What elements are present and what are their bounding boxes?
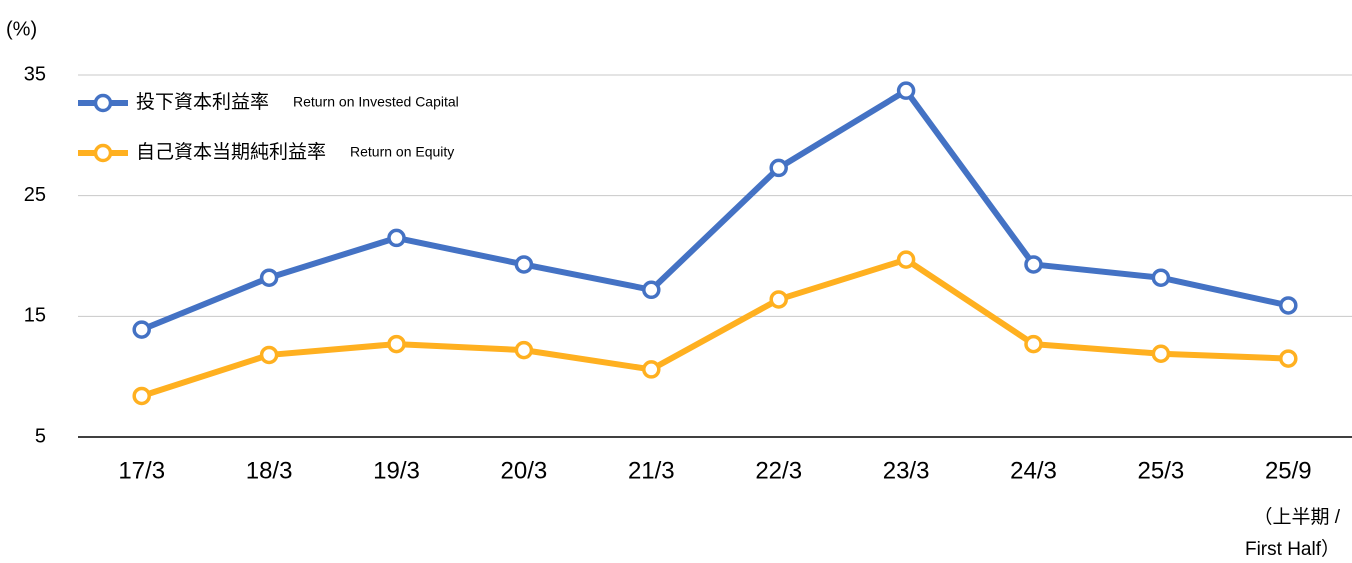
x-tick-label: 20/3 [501, 457, 548, 484]
data-point [132, 320, 151, 339]
data-point [387, 334, 406, 354]
data-point [642, 360, 661, 379]
legend-label: 自己資本当期純利益率 [136, 141, 326, 163]
x-tick-label: 21/3 [628, 457, 675, 484]
legend-marker [93, 93, 113, 113]
legend-label-en: Return on Invested Capital [293, 94, 459, 110]
series-line [140, 256, 1289, 399]
x-tick-label: 17/3 [118, 457, 165, 484]
series-line [140, 87, 1289, 333]
y-axis-label: (%) [6, 18, 37, 40]
y-tick-label: 25 [24, 184, 46, 206]
data-point [514, 340, 534, 360]
data-point [1279, 296, 1298, 315]
data-point [642, 280, 661, 300]
x-tick-label: 24/3 [1010, 457, 1057, 484]
x-tick-label: 25/9 [1265, 457, 1312, 484]
y-tick-label: 5 [35, 425, 46, 447]
y-tick-label: 15 [24, 305, 46, 327]
data-point [1151, 344, 1171, 363]
x-tick-label: 23/3 [883, 457, 930, 484]
data-point [1151, 268, 1171, 287]
x-tick-note: First Half） [1245, 538, 1340, 560]
x-tick-label: 19/3 [373, 457, 420, 484]
data-point [514, 255, 534, 274]
legend-label-en: Return on Equity [350, 144, 454, 160]
legend-label: 投下資本利益率 [136, 91, 269, 113]
data-point [132, 386, 151, 406]
data-point [387, 228, 406, 248]
data-point [1279, 349, 1298, 368]
data-point [769, 290, 788, 309]
data-point [259, 268, 279, 287]
data-point [259, 345, 279, 365]
y-tick-label: 35 [24, 63, 46, 85]
x-tick-label: 25/3 [1138, 457, 1185, 484]
x-tick-label: 22/3 [755, 457, 802, 484]
legend-marker [93, 143, 113, 163]
data-point [896, 81, 916, 100]
x-tick-label: 18/3 [246, 457, 293, 484]
data-point [769, 158, 788, 178]
data-point [896, 250, 916, 269]
x-tick-note: （上半期 / [1253, 506, 1340, 528]
data-point [1024, 255, 1043, 274]
data-point [1024, 334, 1043, 354]
